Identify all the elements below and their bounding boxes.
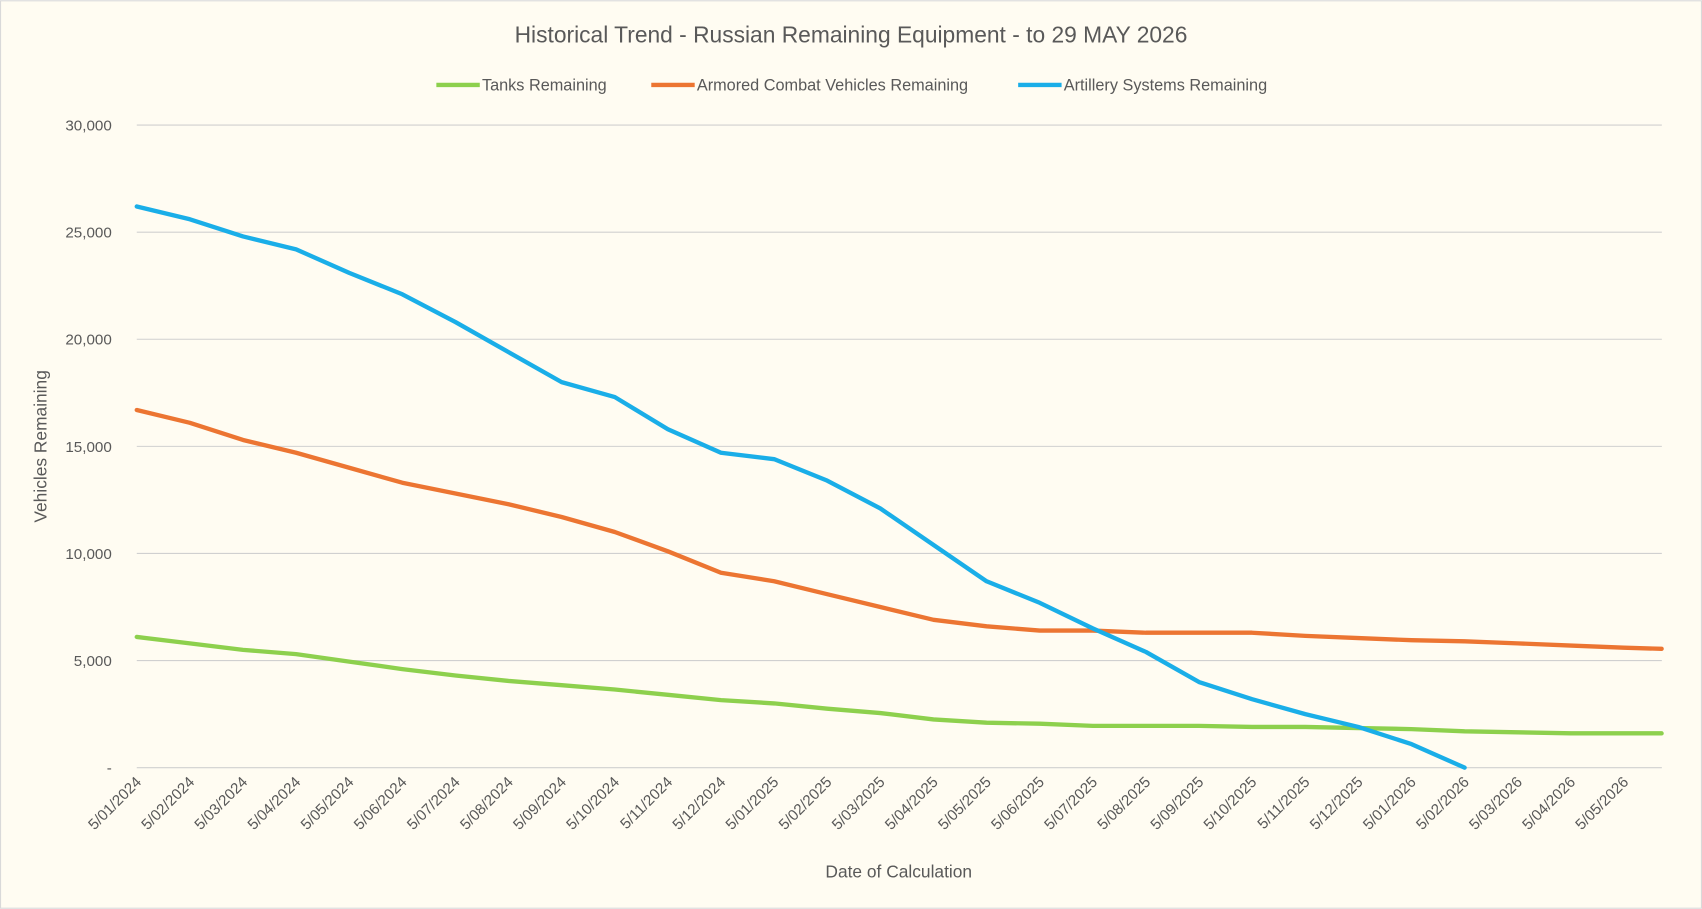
x-axis-label: Date of Calculation bbox=[825, 861, 972, 881]
y-tick-label: 20,000 bbox=[65, 332, 111, 349]
legend-label: Artillery Systems Remaining bbox=[1064, 76, 1267, 94]
series-line bbox=[134, 407, 1664, 651]
legend-label: Armored Combat Vehicles Remaining bbox=[697, 76, 968, 94]
y-tick-label: 30,000 bbox=[65, 117, 111, 134]
y-tick-label: - bbox=[107, 760, 112, 777]
y-axis-label: Vehicles Remaining bbox=[31, 370, 51, 522]
series-line bbox=[134, 634, 1664, 736]
chart-title: Historical Trend - Russian Remaining Equ… bbox=[515, 22, 1188, 48]
y-tick-label: 25,000 bbox=[65, 225, 111, 242]
legend-label: Tanks Remaining bbox=[482, 76, 607, 94]
series-line bbox=[134, 204, 1467, 770]
y-tick-label: 5,000 bbox=[74, 653, 112, 670]
y-tick-label: 15,000 bbox=[65, 439, 111, 456]
y-tick-label: 10,000 bbox=[65, 546, 111, 563]
